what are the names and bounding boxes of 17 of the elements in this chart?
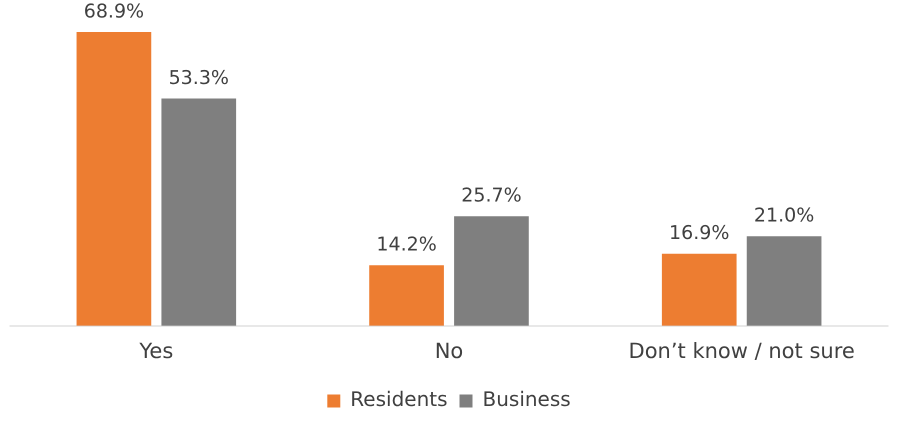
x-tick-label: No — [434, 338, 464, 363]
x-tick-label: Don’t know / not sure — [628, 338, 855, 363]
bar — [369, 265, 444, 326]
legend-label: Residents — [350, 387, 448, 412]
data-label: 68.9% — [84, 0, 144, 22]
data-label: 21.0% — [754, 204, 814, 227]
data-label: 16.9% — [669, 222, 730, 244]
bar — [662, 254, 737, 326]
data-label: 25.7% — [461, 184, 522, 207]
bar — [454, 216, 529, 326]
bar — [76, 32, 152, 326]
bar — [161, 98, 236, 326]
legend-label: Business — [482, 387, 571, 412]
bar — [746, 236, 822, 326]
data-label: 14.2% — [376, 234, 437, 256]
data-label: 53.3% — [168, 66, 229, 89]
x-tick-label: Yes — [138, 338, 174, 363]
